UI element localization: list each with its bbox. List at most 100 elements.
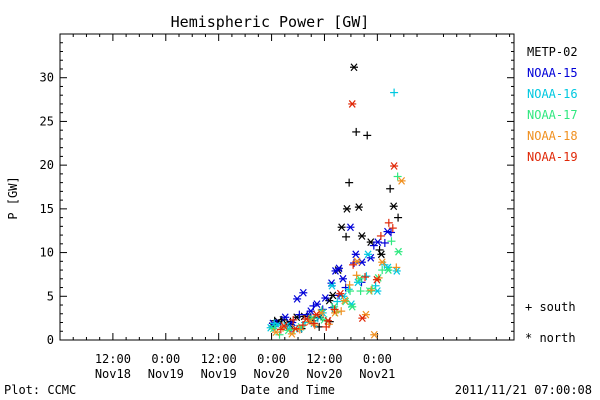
- point-north-noaa-18: [378, 258, 387, 267]
- point-north-noaa-19: [348, 100, 357, 108]
- point-south-metp-02: [386, 184, 395, 193]
- point-north-noaa-18: [340, 296, 349, 305]
- point-south-noaa-15: [369, 241, 378, 250]
- point-north-noaa-15: [383, 227, 392, 236]
- point-south-noaa-19: [289, 315, 298, 324]
- point-north-noaa-15: [281, 313, 290, 322]
- legend-entry-noaa-17: NOAA-17: [527, 108, 578, 122]
- point-north-noaa-16: [364, 250, 373, 259]
- point-north-noaa-19: [312, 310, 321, 319]
- point-south-noaa-19: [322, 322, 331, 331]
- legend-south-marker: + south: [525, 300, 576, 314]
- x-axis-label: Date and Time: [241, 383, 335, 397]
- y-tick-label: 30: [40, 71, 54, 85]
- x-tick-date-label: Nov21: [359, 367, 395, 381]
- x-tick-time-label: 0:00: [151, 352, 180, 366]
- point-south-noaa-19: [309, 319, 318, 328]
- point-north-noaa-19: [358, 314, 367, 323]
- y-tick-label: 25: [40, 114, 54, 128]
- chart-title: Hemispheric Power [GW]: [171, 13, 370, 31]
- legend-entry-noaa-18: NOAA-18: [527, 129, 578, 143]
- legend-entry-noaa-19: NOAA-19: [527, 150, 578, 164]
- point-south-noaa-19: [330, 305, 339, 314]
- point-north-noaa-15: [306, 307, 315, 316]
- x-tick-time-label: 0:00: [257, 352, 286, 366]
- point-north-noaa-19: [302, 315, 311, 323]
- point-south-metp-02: [363, 131, 372, 140]
- point-north-noaa-19: [336, 289, 345, 298]
- point-south-metp-02: [394, 213, 403, 222]
- point-north-noaa-15: [346, 223, 355, 232]
- point-south-noaa-19: [276, 325, 285, 334]
- y-tick-label: 0: [47, 333, 54, 347]
- point-south-noaa-19: [376, 231, 385, 240]
- x-tick-date-label: Nov20: [306, 367, 342, 381]
- point-south-noaa-18: [310, 321, 319, 330]
- point-north-noaa-17: [394, 247, 403, 256]
- legend-entry-noaa-16: NOAA-16: [527, 87, 578, 101]
- y-tick-label: 5: [47, 289, 54, 303]
- x-tick-date-label: Nov19: [148, 367, 184, 381]
- point-south-noaa-18: [337, 307, 346, 316]
- point-south-noaa-18: [392, 263, 401, 272]
- y-axis-label: P [GW]: [6, 176, 20, 219]
- point-south-noaa-18: [367, 286, 376, 295]
- legend-north-marker: * north: [525, 331, 576, 345]
- point-north-noaa-16: [327, 281, 336, 290]
- point-north-noaa-19: [291, 324, 300, 333]
- point-south-noaa-17: [393, 172, 402, 181]
- point-south-noaa-16: [344, 285, 353, 294]
- point-north-noaa-15: [299, 288, 308, 297]
- point-north-noaa-15: [321, 294, 330, 302]
- point-north-noaa-19: [372, 275, 381, 284]
- point-north-noaa-18: [370, 330, 379, 339]
- point-north-noaa-19: [323, 316, 332, 325]
- point-south-noaa-19: [349, 260, 358, 269]
- point-south-noaa-19: [388, 224, 397, 233]
- point-north-metp-02: [337, 223, 346, 232]
- y-tick-label: 20: [40, 158, 54, 172]
- point-south-metp-02: [342, 232, 351, 241]
- point-north-noaa-17: [348, 302, 357, 311]
- x-tick-time-label: 12:00: [306, 352, 342, 366]
- point-south-noaa-19: [384, 218, 393, 227]
- timestamp-label: 2011/11/21 07:00:08: [455, 383, 592, 397]
- point-south-noaa-19: [298, 321, 307, 330]
- point-north-metp-02: [342, 204, 351, 213]
- point-north-noaa-18: [353, 257, 362, 266]
- point-south-noaa-18: [295, 325, 304, 334]
- point-north-metp-02: [354, 203, 363, 211]
- x-tick-date-label: Nov20: [254, 367, 290, 381]
- point-north-noaa-17: [384, 266, 393, 274]
- point-south-metp-02: [345, 178, 354, 187]
- point-north-noaa-19: [390, 162, 399, 170]
- point-north-metp-02: [349, 63, 358, 72]
- point-north-noaa-15: [351, 250, 360, 259]
- legend-entry-metp-02: METP-02: [527, 45, 578, 59]
- x-tick-time-label: 0:00: [363, 352, 392, 366]
- point-north-noaa-15: [373, 238, 382, 246]
- legend-entry-noaa-15: NOAA-15: [527, 66, 578, 80]
- x-tick-date-label: Nov18: [95, 367, 131, 381]
- point-north-noaa-15: [293, 295, 302, 303]
- plot-frame: [59, 33, 515, 341]
- point-north-metp-02: [377, 250, 386, 259]
- point-south-noaa-16: [333, 297, 342, 306]
- y-tick-label: 15: [40, 202, 54, 216]
- point-south-noaa-18: [352, 271, 361, 280]
- point-north-metp-02: [357, 232, 366, 240]
- x-tick-time-label: 12:00: [95, 352, 131, 366]
- point-south-noaa-16: [362, 272, 371, 281]
- point-south-noaa-16: [270, 319, 279, 328]
- point-south-noaa-19: [361, 273, 370, 282]
- x-tick-time-label: 12:00: [201, 352, 237, 366]
- point-south-noaa-18: [345, 280, 354, 289]
- point-south-noaa-15: [349, 259, 358, 268]
- point-north-metp-02: [389, 202, 398, 211]
- point-north-noaa-18: [287, 329, 296, 338]
- point-north-noaa-15: [338, 274, 347, 283]
- plot-source-label: Plot: CCMC: [4, 383, 76, 397]
- point-south-metp-02: [352, 127, 361, 136]
- point-north-noaa-19: [279, 322, 288, 330]
